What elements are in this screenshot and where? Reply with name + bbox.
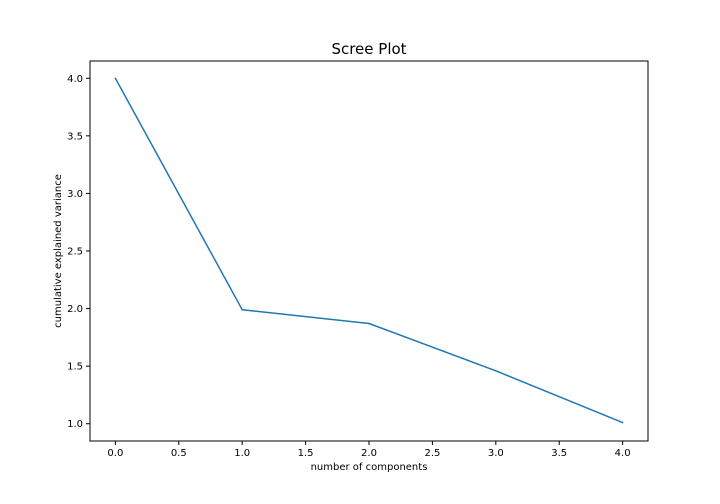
x-tick-label: 0.0 bbox=[107, 448, 123, 459]
data-point bbox=[368, 322, 370, 325]
data-point bbox=[495, 369, 497, 372]
y-tick-label: 1.0 bbox=[67, 419, 83, 430]
y-tick-label: 2.5 bbox=[67, 247, 83, 258]
x-tick-label: 1.0 bbox=[234, 448, 250, 459]
x-tick-label: 1.5 bbox=[298, 448, 314, 459]
y-tick-label: 1.5 bbox=[67, 362, 83, 373]
y-axis-ticks: 1.0 1.5 2.0 2.5 3.0 3.5 4.0 bbox=[67, 74, 90, 430]
x-axis-label: number of components bbox=[311, 462, 428, 473]
data-point bbox=[621, 421, 624, 424]
y-tick-label: 3.0 bbox=[67, 189, 83, 200]
x-tick-label: 3.0 bbox=[488, 448, 504, 459]
series-line bbox=[114, 77, 623, 424]
data-point bbox=[241, 308, 243, 311]
x-tick-label: 0.5 bbox=[171, 448, 187, 459]
x-tick-label: 3.5 bbox=[551, 448, 567, 459]
x-tick-label: 4.0 bbox=[615, 448, 631, 459]
y-tick-label: 3.5 bbox=[67, 131, 83, 142]
chart-title: Scree Plot bbox=[331, 40, 406, 58]
y-tick-label: 4.0 bbox=[67, 74, 83, 85]
x-tick-label: 2.5 bbox=[424, 448, 440, 459]
x-axis-ticks: 0.0 0.5 1.0 1.5 2.0 2.5 3.0 3.5 4.0 bbox=[107, 441, 631, 459]
plot-area-frame bbox=[89, 60, 649, 442]
data-points bbox=[114, 77, 624, 424]
y-axis-label: cumulative explained variance bbox=[53, 174, 64, 328]
y-tick-label: 2.0 bbox=[67, 304, 83, 315]
data-point bbox=[114, 77, 117, 80]
x-tick-label: 2.0 bbox=[361, 448, 377, 459]
